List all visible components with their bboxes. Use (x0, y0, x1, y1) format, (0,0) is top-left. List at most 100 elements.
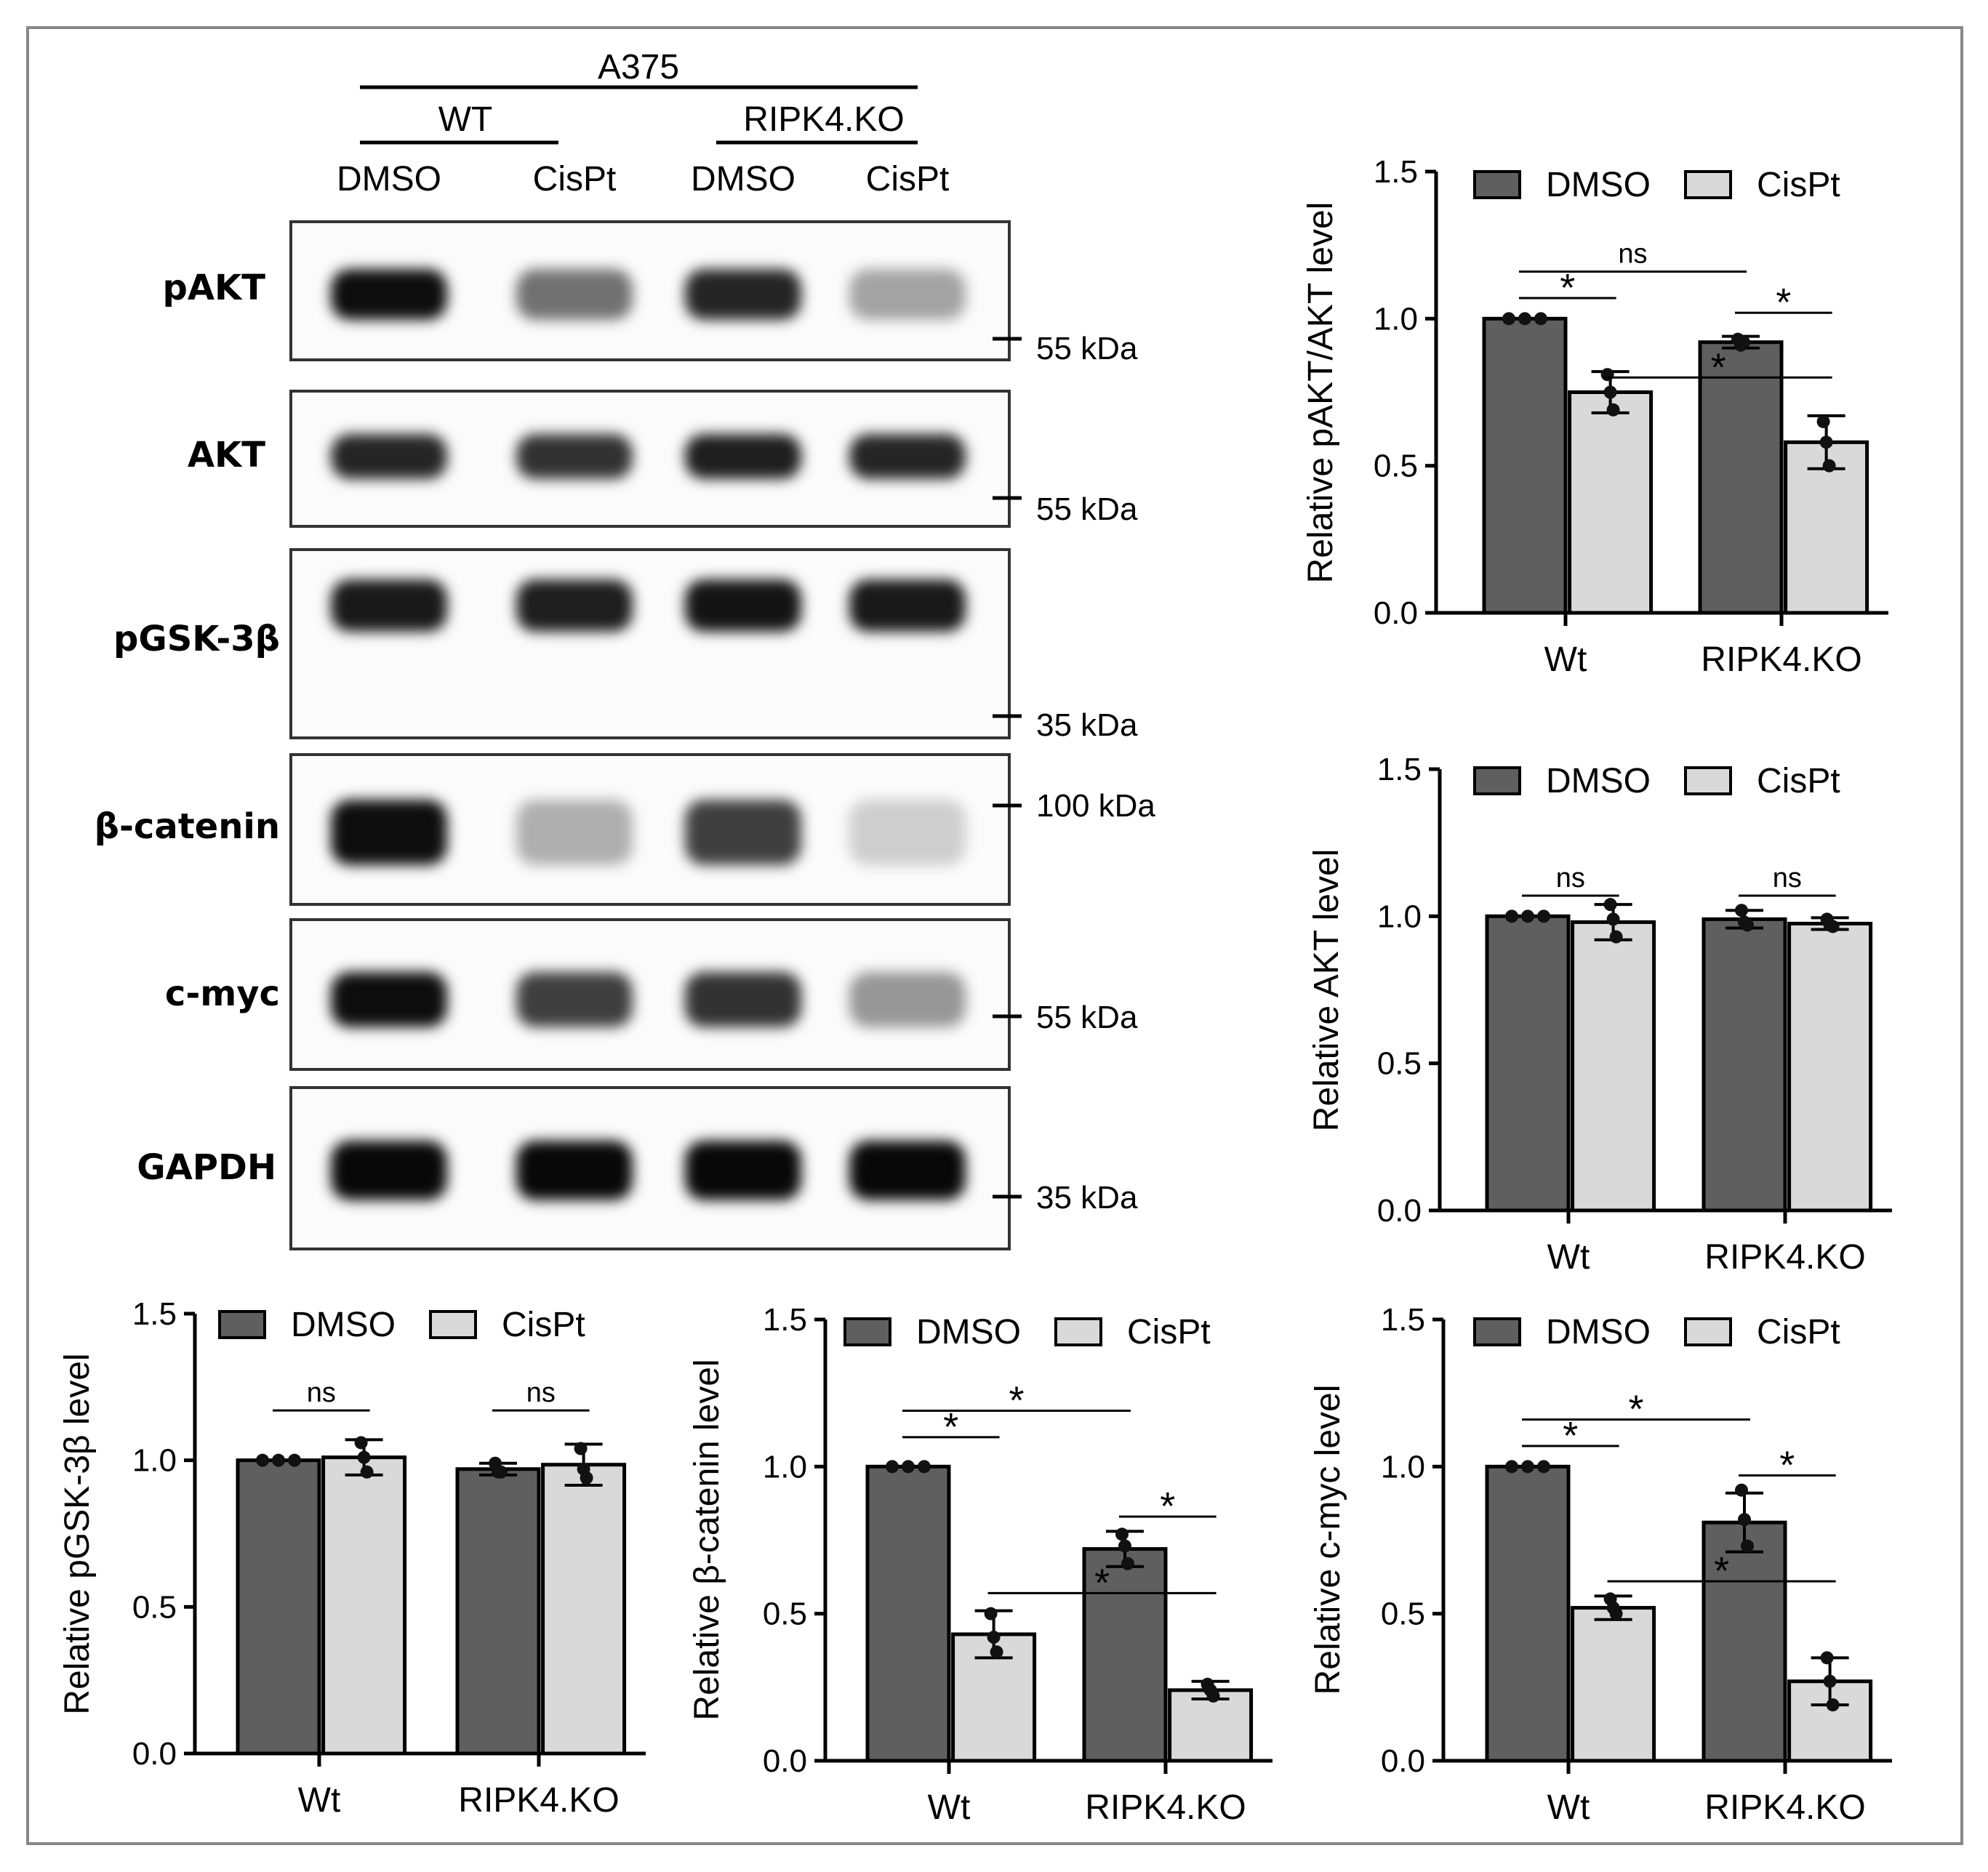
legend-label: DMSO (1546, 166, 1651, 204)
data-point (354, 1436, 368, 1450)
blot-band (331, 972, 447, 1027)
data-point (1505, 909, 1518, 923)
blot-band (685, 434, 801, 479)
marker-label: 55 kDa (1036, 331, 1138, 366)
blot-band (685, 1141, 801, 1200)
data-point (1115, 1527, 1129, 1541)
data-point (1521, 909, 1534, 923)
data-point (1609, 930, 1623, 944)
bar (321, 1455, 407, 1756)
blot-band (516, 972, 633, 1027)
bar (1082, 1547, 1168, 1763)
x-tick-label: RIPK4.KO (1704, 1238, 1865, 1277)
significance-label: * (1628, 1388, 1643, 1431)
data-point (1738, 1513, 1751, 1527)
data-point (918, 1460, 931, 1474)
data-point (1600, 368, 1614, 382)
bar (1485, 914, 1571, 1213)
y-tick-label: 0.0 (1381, 1743, 1425, 1779)
x-tick-label: Wt (298, 1781, 341, 1820)
cell-line-label: A375 (598, 48, 679, 87)
data-point (1735, 904, 1748, 917)
blot-label: pAKT (163, 268, 266, 308)
data-point (1521, 1460, 1534, 1474)
blot-gapdh: GAPDH 35 kDa (137, 1086, 1138, 1250)
y-axis-label: Relative pGSK-3β level (58, 1353, 97, 1714)
legend-swatch (1473, 766, 1521, 795)
y-tick-label: 1.5 (132, 1296, 177, 1332)
chart-bcatenin: 0.0 0.5 1.0 1.5 Relative β-catenin level Wt RI… (688, 1302, 1272, 1827)
legend-swatch (429, 1310, 477, 1339)
y-tick-label: 0.5 (1381, 1596, 1425, 1632)
marker-label: 35 kDa (1036, 707, 1138, 743)
blot-akt: AKT 55 kDa (188, 390, 1138, 528)
blot-label: β-catenin (95, 806, 280, 847)
blot-band (516, 800, 633, 865)
x-tick-label: RIPK4.KO (458, 1781, 619, 1820)
chart-pakt-akt: 0.0 0.5 1.0 1.5 Relative pAKT/AKT level Wt RIP… (1302, 154, 1888, 679)
band-row (331, 800, 966, 865)
legend-swatch (1684, 766, 1732, 795)
y-axis-label: Relative c-myc level (1309, 1385, 1347, 1695)
chart-akt: 0.0 0.5 1.0 1.5 Relative AKT level Wt RIPK4.KO… (1307, 752, 1892, 1277)
data-point (357, 1450, 371, 1464)
blot-band (516, 434, 633, 479)
blot-label: AKT (188, 435, 265, 475)
blot-band (685, 579, 801, 632)
blot-band (849, 800, 966, 865)
data-point (990, 1645, 1003, 1659)
bar (541, 1463, 627, 1756)
data-point (1206, 1689, 1220, 1703)
y-tick-label: 0.0 (1377, 1193, 1422, 1229)
significance-label: * (1009, 1378, 1024, 1422)
y-tick-label: 1.5 (1377, 752, 1422, 787)
blot-label: pGSK-3β (113, 619, 280, 659)
y-tick-label: 1.5 (1374, 154, 1418, 190)
bar (1571, 1606, 1656, 1763)
data-point (1822, 459, 1836, 473)
blot-bcatenin: β-catenin 100 kDa (95, 753, 1155, 906)
data-point (1603, 385, 1617, 399)
legend-label: DMSO (1546, 762, 1651, 800)
significance-label: ns (1773, 863, 1802, 893)
data-point (1826, 1698, 1840, 1712)
data-point (1820, 1651, 1834, 1665)
significance-label: ns (1556, 863, 1585, 893)
significance-label: * (1560, 266, 1575, 310)
marker-label: 55 kDa (1036, 1000, 1138, 1035)
data-point (1606, 403, 1620, 417)
blot-band (849, 972, 966, 1027)
legend-swatch (1473, 170, 1521, 199)
legend-label: DMSO (1546, 1313, 1651, 1351)
data-point (580, 1471, 593, 1485)
blot-label: GAPDH (137, 1147, 276, 1188)
significance-label: * (1711, 345, 1726, 389)
blot-label: c-myc (165, 973, 280, 1014)
data-point (1741, 918, 1754, 932)
blot-band (331, 579, 447, 632)
y-tick-label: 1.0 (132, 1443, 177, 1479)
y-tick-label: 1.5 (763, 1302, 807, 1338)
y-tick-label: 0.5 (132, 1589, 177, 1625)
y-tick-label: 1.5 (1381, 1302, 1425, 1338)
data-point (1606, 912, 1620, 926)
data-point (886, 1460, 899, 1474)
y-tick-label: 0.5 (1377, 1046, 1422, 1082)
blot-band (849, 269, 966, 320)
data-point (902, 1460, 915, 1474)
blot-band (516, 269, 633, 320)
legend-swatch (218, 1310, 266, 1339)
group-label-wt: WT (438, 100, 493, 139)
data-point (574, 1442, 588, 1455)
y-axis-label: Relative AKT level (1307, 849, 1346, 1132)
lane-label: DMSO (691, 160, 795, 198)
group-label-ko: RIPK4.KO (743, 100, 904, 139)
legend-swatch (1473, 1317, 1521, 1346)
significance-label: * (1563, 1414, 1578, 1458)
blot-header: A375 WT RIPK4.KO DMSO CisPt DMSO CisPt (337, 48, 949, 198)
bar (1485, 1464, 1571, 1763)
data-point (984, 1607, 998, 1620)
bar (1568, 390, 1654, 615)
x-tick-label: RIPK4.KO (1704, 1788, 1865, 1827)
